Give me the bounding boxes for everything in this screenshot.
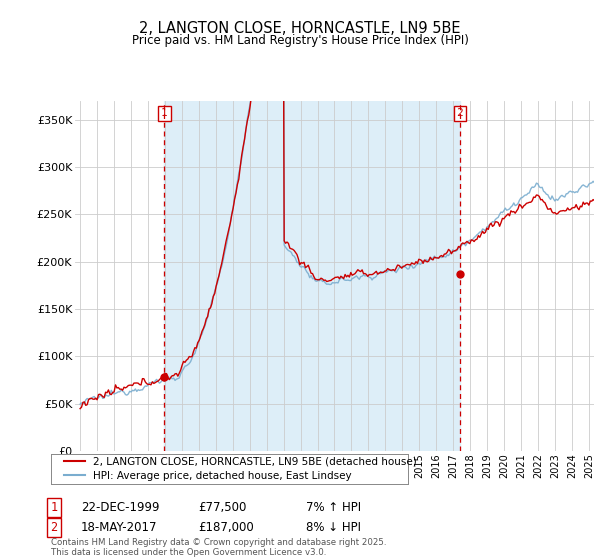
Legend: 2, LANGTON CLOSE, HORNCASTLE, LN9 5BE (detached house), HPI: Average price, deta: 2, LANGTON CLOSE, HORNCASTLE, LN9 5BE (d… <box>60 452 421 486</box>
Text: 1: 1 <box>161 109 168 119</box>
Text: 2: 2 <box>50 521 58 534</box>
Text: £187,000: £187,000 <box>198 521 254 534</box>
Bar <box>164 101 460 451</box>
Text: 7% ↑ HPI: 7% ↑ HPI <box>306 501 361 515</box>
Text: Contains HM Land Registry data © Crown copyright and database right 2025.
This d: Contains HM Land Registry data © Crown c… <box>51 538 386 557</box>
Text: 2, LANGTON CLOSE, HORNCASTLE, LN9 5BE: 2, LANGTON CLOSE, HORNCASTLE, LN9 5BE <box>139 21 461 36</box>
Text: 18-MAY-2017: 18-MAY-2017 <box>81 521 157 534</box>
Text: 1: 1 <box>50 501 58 515</box>
Text: 22-DEC-1999: 22-DEC-1999 <box>81 501 160 515</box>
Text: 2: 2 <box>456 109 463 119</box>
Text: 8% ↓ HPI: 8% ↓ HPI <box>306 521 361 534</box>
Text: £77,500: £77,500 <box>198 501 247 515</box>
Text: Price paid vs. HM Land Registry's House Price Index (HPI): Price paid vs. HM Land Registry's House … <box>131 34 469 46</box>
